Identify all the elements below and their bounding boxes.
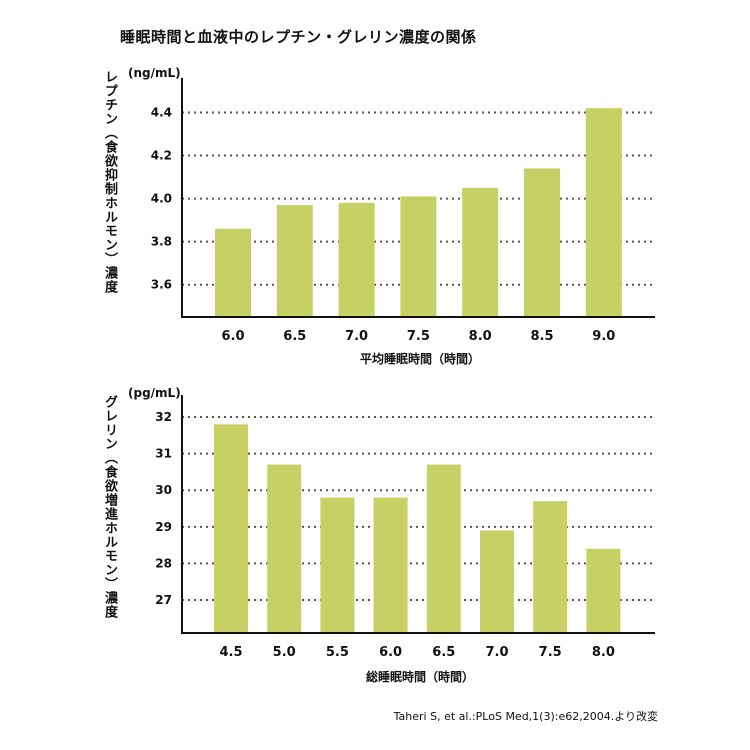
- ghrelin-y-tick-label: 32: [155, 410, 172, 424]
- ghrelin-y-tick-label: 28: [155, 556, 172, 570]
- leptin-bar: [338, 202, 375, 317]
- ghrelin-x-axis-label: 総睡眠時間（時間）: [365, 670, 474, 684]
- leptin-x-tick-label: 7.5: [407, 329, 430, 344]
- ghrelin-y-axis-label: グレリン（食欲増進ホルモン）濃度: [102, 395, 117, 619]
- leptin-y-tick-label: 3.8: [151, 235, 172, 249]
- ghrelin-bar: [373, 497, 408, 633]
- ghrelin-y-tick-label: 29: [155, 520, 172, 534]
- leptin-y-tick-label: 4.0: [151, 192, 172, 206]
- ghrelin-x-tick-label: 7.5: [539, 645, 562, 660]
- leptin-bar: [524, 168, 560, 317]
- leptin-x-tick-label: 6.0: [221, 329, 244, 344]
- ghrelin-x-tick-label: 4.5: [219, 645, 242, 660]
- leptin-bar: [400, 196, 437, 317]
- leptin-x-tick-label: 8.5: [530, 329, 553, 344]
- leptin-unit-label: (ng/mL): [128, 66, 181, 80]
- ghrelin-bar: [480, 530, 514, 633]
- leptin-y-tick-label: 4.4: [151, 105, 172, 119]
- ghrelin-bar: [586, 548, 621, 633]
- leptin-x-tick-label: 8.0: [469, 329, 492, 344]
- ghrelin-bar: [214, 424, 248, 633]
- ghrelin-x-tick-label: 8.0: [592, 645, 615, 660]
- leptin-bar: [215, 228, 251, 317]
- ghrelin-bar: [267, 464, 302, 633]
- leptin-bar: [585, 108, 622, 318]
- leptin-y-axis-label: レプチン（食欲抑制ホルモン）濃度: [102, 70, 117, 294]
- chart-title: 睡眠時間と血液中のレプチン・グレリン濃度の関係: [120, 28, 477, 46]
- ghrelin-x-tick-label: 6.5: [432, 645, 455, 660]
- leptin-y-tick-label: 4.2: [151, 149, 172, 163]
- ghrelin-y-tick-label: 30: [155, 483, 172, 497]
- leptin-y-tick-label: 3.6: [151, 278, 172, 292]
- ghrelin-x-tick-label: 7.0: [485, 645, 508, 660]
- leptin-x-tick-label: 7.0: [345, 329, 368, 344]
- leptin-bar: [462, 187, 499, 317]
- leptin-bar: [276, 205, 313, 317]
- leptin-x-tick-label: 9.0: [592, 329, 615, 344]
- ghrelin-x-tick-label: 6.0: [379, 645, 402, 660]
- ghrelin-bar: [320, 497, 355, 633]
- ghrelin-x-tick-label: 5.0: [273, 645, 296, 660]
- ghrelin-bar: [426, 464, 461, 633]
- ghrelin-y-tick-label: 31: [155, 447, 172, 461]
- leptin-x-axis-label: 平均睡眠時間（時間）: [359, 352, 480, 366]
- source-citation: Taheri S, et al.:PLoS Med,1(3):e62,2004.…: [393, 710, 658, 723]
- ghrelin-bar: [533, 501, 568, 633]
- ghrelin-y-tick-label: 27: [155, 593, 172, 607]
- ghrelin-unit-label: (pg/mL): [128, 386, 181, 400]
- leptin-x-tick-label: 6.5: [283, 329, 306, 344]
- ghrelin-x-tick-label: 5.5: [326, 645, 349, 660]
